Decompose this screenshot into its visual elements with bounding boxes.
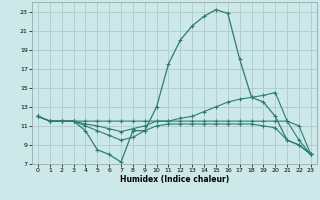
X-axis label: Humidex (Indice chaleur): Humidex (Indice chaleur) <box>120 175 229 184</box>
